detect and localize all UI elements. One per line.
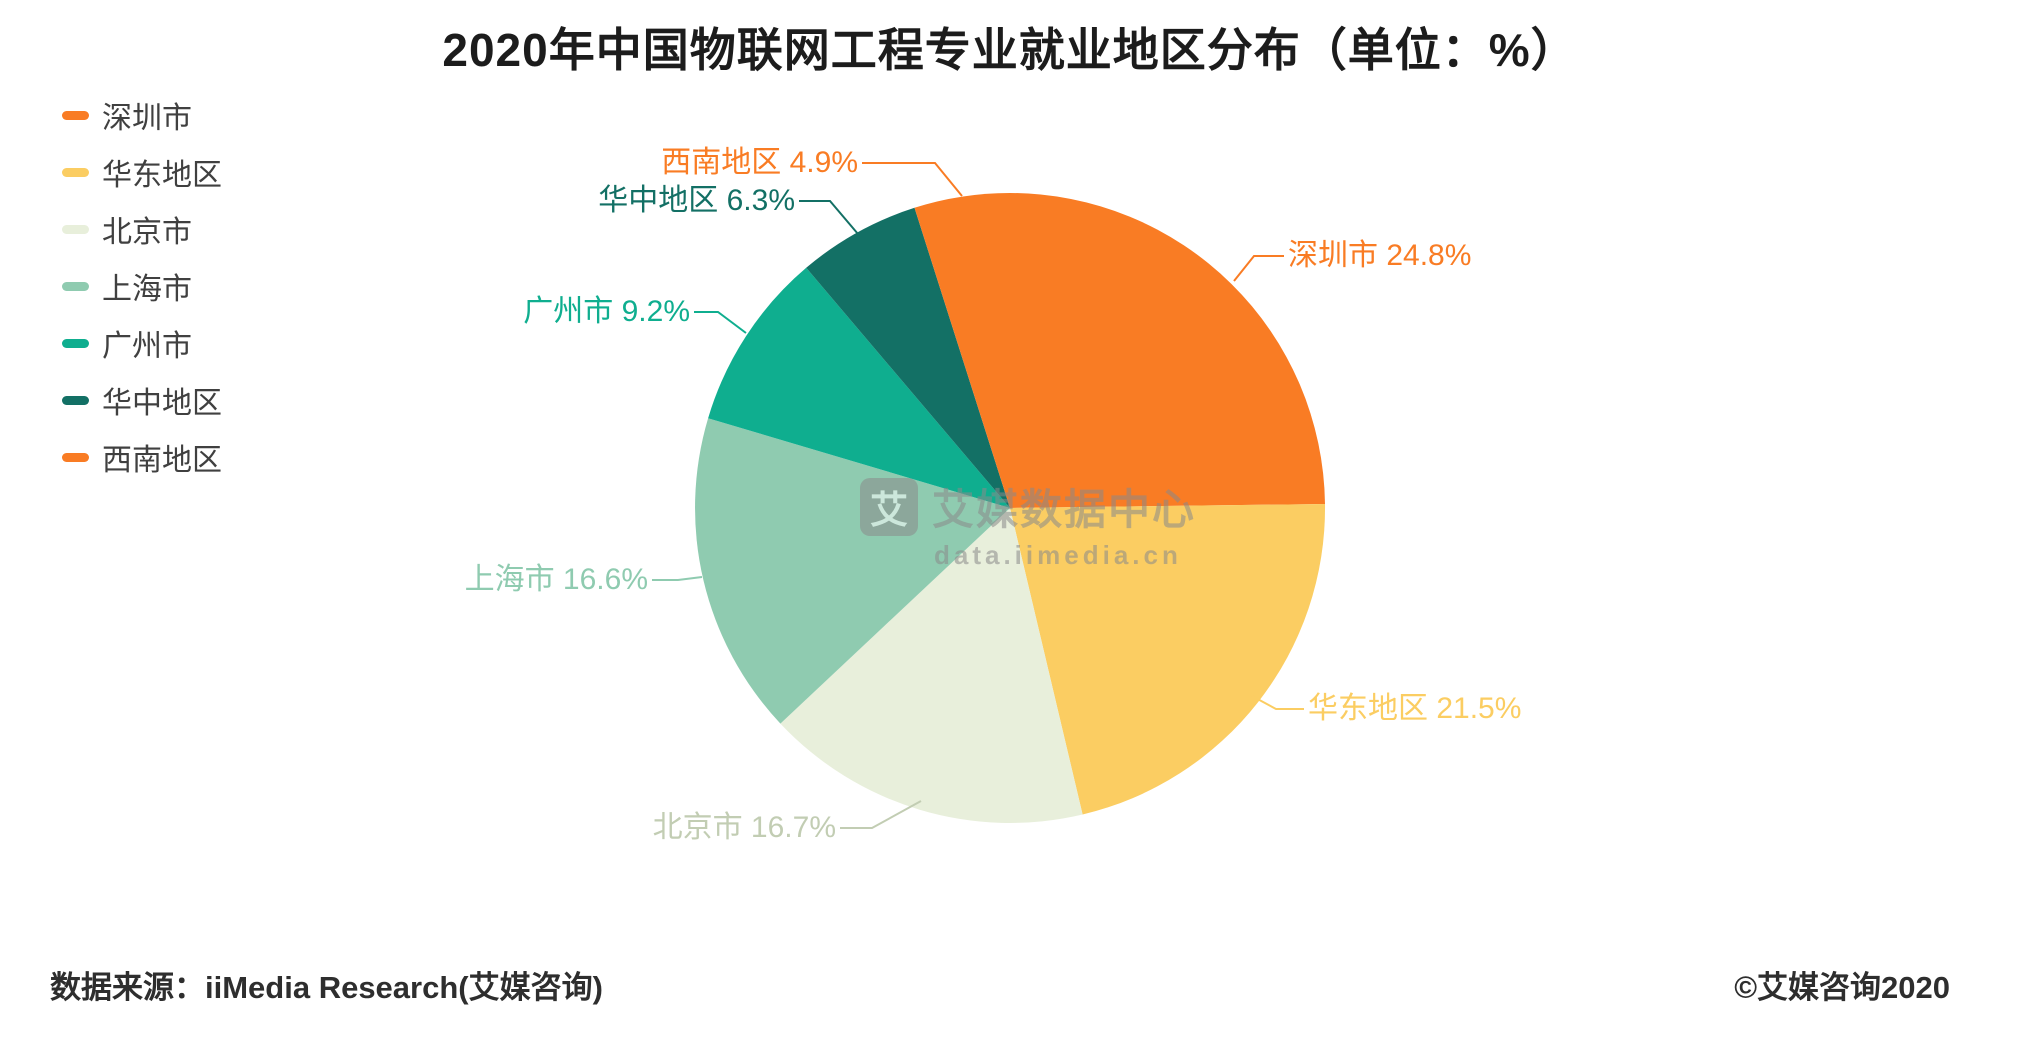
pie-slice-深圳市[interactable] bbox=[1010, 193, 1325, 508]
slice-label-华东地区: 华东地区 21.5% bbox=[1308, 692, 1522, 725]
slice-label-华中地区: 华中地区 6.3% bbox=[598, 184, 795, 217]
legend-label: 广州市 bbox=[102, 330, 192, 363]
legend-swatch-icon bbox=[62, 224, 89, 234]
legend-label: 深圳市 bbox=[102, 102, 192, 135]
legend-item-西南地区[interactable]: 西南地区 bbox=[62, 438, 222, 477]
leader-line-西南地区 bbox=[862, 162, 963, 197]
logo-glyph: 艾 bbox=[869, 490, 908, 532]
legend-swatch-icon bbox=[62, 110, 89, 120]
watermark-row: 艾 艾媒数据中心 bbox=[860, 476, 1196, 537]
leader-line-北京市 bbox=[840, 800, 922, 829]
legend-item-广州市[interactable]: 广州市 bbox=[62, 324, 222, 363]
slice-label-广州市: 广州市 9.2% bbox=[523, 295, 690, 328]
pie-slice-华中地区[interactable] bbox=[806, 207, 1010, 509]
data-source: 数据来源：iiMedia Research(艾媒咨询) bbox=[50, 970, 603, 1005]
legend-label: 上海市 bbox=[102, 273, 192, 306]
legend-swatch-icon bbox=[62, 167, 89, 177]
watermark-title: 艾媒数据中心 bbox=[932, 486, 1197, 533]
iimedia-logo-icon: 艾 bbox=[860, 477, 918, 536]
slice-label-上海市: 上海市 16.6% bbox=[464, 563, 648, 596]
slice-label-西南地区: 西南地区 4.9% bbox=[661, 146, 858, 179]
pie-slice-华东地区[interactable] bbox=[1010, 504, 1326, 815]
legend-swatch-icon bbox=[62, 395, 89, 405]
pie-slice-西南地区[interactable] bbox=[914, 192, 1011, 508]
legend: 深圳市华东地区北京市上海市广州市华中地区西南地区 bbox=[62, 96, 222, 495]
legend-item-深圳市[interactable]: 深圳市 bbox=[62, 96, 222, 135]
leader-line-深圳市 bbox=[1233, 255, 1284, 282]
pie-slice-上海市[interactable] bbox=[695, 418, 1010, 724]
legend-item-北京市[interactable]: 北京市 bbox=[62, 210, 222, 249]
chart-title: 2020年中国物联网工程专业就业地区分布（单位：%） bbox=[442, 24, 1578, 76]
slice-label-北京市: 北京市 16.7% bbox=[652, 811, 836, 844]
leader-line-广州市 bbox=[694, 311, 747, 334]
legend-item-华东地区[interactable]: 华东地区 bbox=[62, 153, 222, 192]
legend-item-华中地区[interactable]: 华中地区 bbox=[62, 381, 222, 420]
leader-line-上海市 bbox=[652, 576, 703, 581]
legend-label: 华东地区 bbox=[102, 159, 222, 192]
watermark-url: data.iimedia.cn bbox=[934, 540, 1182, 570]
legend-swatch-icon bbox=[62, 338, 89, 348]
watermark: 艾 艾媒数据中心 data.iimedia.cn bbox=[860, 476, 1196, 571]
legend-item-上海市[interactable]: 上海市 bbox=[62, 267, 222, 306]
pie-slice-广州市[interactable] bbox=[708, 267, 1010, 508]
leader-line-华东地区 bbox=[1251, 695, 1304, 710]
slice-label-深圳市: 深圳市 24.8% bbox=[1288, 239, 1472, 272]
pie-slice-北京市[interactable] bbox=[780, 508, 1083, 823]
leader-line-华中地区 bbox=[799, 200, 859, 235]
legend-label: 西南地区 bbox=[102, 444, 222, 477]
legend-label: 北京市 bbox=[102, 216, 192, 249]
copyright: ©艾媒咨询2020 bbox=[1734, 970, 1950, 1005]
legend-swatch-icon bbox=[62, 452, 89, 462]
legend-label: 华中地区 bbox=[102, 387, 222, 420]
legend-swatch-icon bbox=[62, 281, 89, 291]
